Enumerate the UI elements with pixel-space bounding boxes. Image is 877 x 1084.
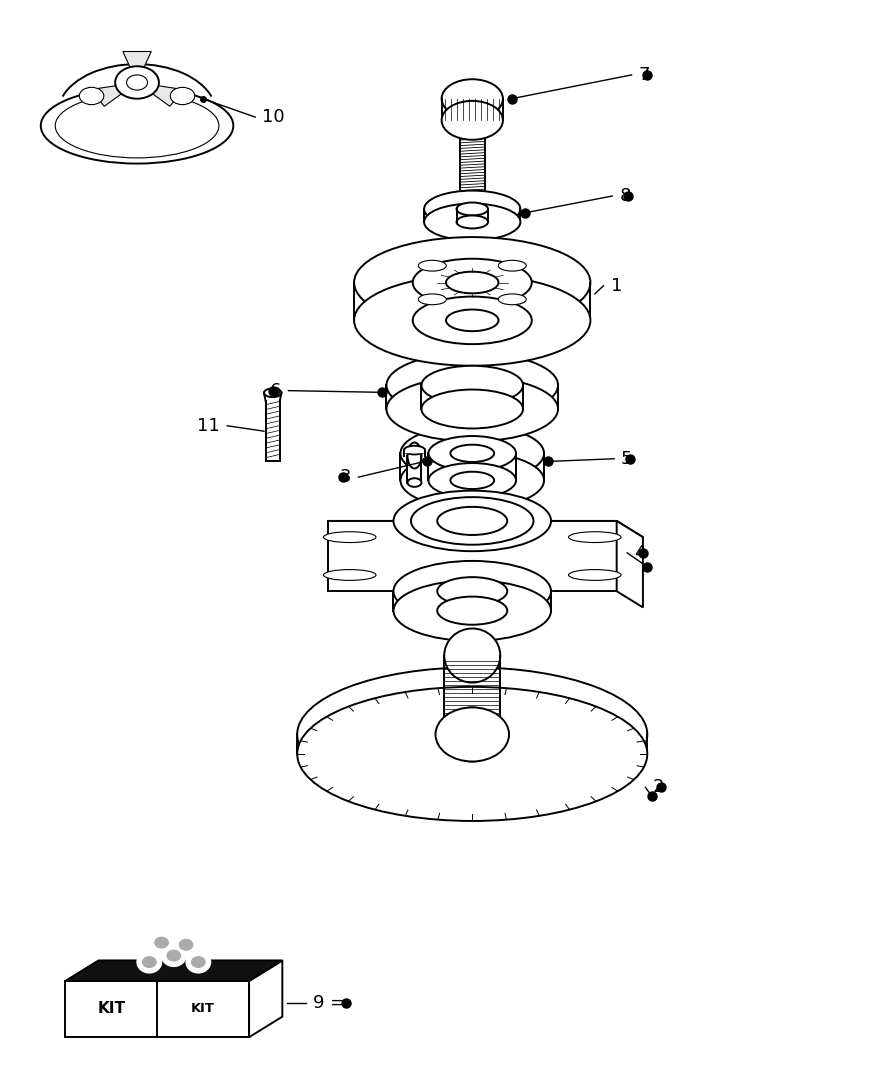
Ellipse shape [400,452,544,508]
Polygon shape [90,82,137,106]
Ellipse shape [568,569,620,580]
Ellipse shape [393,491,551,551]
Polygon shape [327,521,642,538]
Ellipse shape [55,93,218,158]
Ellipse shape [115,66,159,99]
Ellipse shape [424,191,520,228]
Ellipse shape [446,272,498,294]
Ellipse shape [417,260,446,271]
Ellipse shape [428,463,516,498]
Ellipse shape [393,560,551,621]
Ellipse shape [456,203,488,216]
Ellipse shape [178,939,194,952]
Ellipse shape [497,294,525,305]
Text: KIT: KIT [191,1002,215,1015]
Ellipse shape [166,950,182,963]
Ellipse shape [386,352,558,417]
Ellipse shape [444,629,500,683]
Ellipse shape [410,498,533,544]
Ellipse shape [456,216,488,229]
Ellipse shape [407,478,421,487]
Ellipse shape [149,932,174,954]
Ellipse shape [264,388,282,397]
Ellipse shape [417,294,446,305]
Polygon shape [616,521,642,607]
Ellipse shape [441,101,503,140]
Ellipse shape [297,687,646,821]
Ellipse shape [190,956,206,968]
Polygon shape [137,82,184,106]
Ellipse shape [174,934,198,956]
Ellipse shape [435,708,509,761]
Ellipse shape [444,708,500,761]
Ellipse shape [393,580,551,641]
Text: 3: 3 [339,468,351,486]
Ellipse shape [153,937,169,950]
Ellipse shape [137,952,161,972]
Ellipse shape [441,79,503,118]
Ellipse shape [323,569,375,580]
Ellipse shape [141,956,157,968]
Text: 8: 8 [618,188,630,205]
Text: 10: 10 [262,108,284,126]
Polygon shape [65,981,249,1037]
Ellipse shape [450,472,494,489]
Ellipse shape [450,444,494,462]
Ellipse shape [424,204,520,241]
Polygon shape [65,960,282,981]
Text: 4: 4 [633,544,645,562]
Ellipse shape [79,88,103,105]
Ellipse shape [437,507,507,535]
Ellipse shape [437,596,507,624]
Ellipse shape [407,442,421,468]
Ellipse shape [353,237,589,328]
Ellipse shape [161,945,186,966]
Ellipse shape [386,376,558,441]
Ellipse shape [437,577,507,605]
Ellipse shape [353,275,589,365]
Polygon shape [327,521,616,591]
Text: KIT: KIT [97,1001,125,1016]
Ellipse shape [421,389,523,428]
Ellipse shape [126,75,147,90]
Text: 1: 1 [610,276,621,295]
Ellipse shape [412,259,531,307]
Ellipse shape [568,532,620,542]
Ellipse shape [497,260,525,271]
Ellipse shape [403,446,424,454]
Text: 6: 6 [270,382,282,400]
Polygon shape [123,52,151,82]
Ellipse shape [186,952,210,972]
Ellipse shape [297,668,646,801]
Text: 5: 5 [620,450,631,467]
Text: 7: 7 [638,66,649,83]
Ellipse shape [446,310,498,331]
Ellipse shape [170,88,195,105]
Ellipse shape [323,532,375,542]
Ellipse shape [412,297,531,344]
Ellipse shape [428,436,516,470]
Ellipse shape [421,365,523,404]
Text: 11: 11 [197,416,220,435]
Text: 2: 2 [652,778,663,797]
Ellipse shape [400,425,544,481]
Polygon shape [249,960,282,1037]
Text: 9 =: 9 = [312,994,345,1012]
Ellipse shape [40,88,233,164]
